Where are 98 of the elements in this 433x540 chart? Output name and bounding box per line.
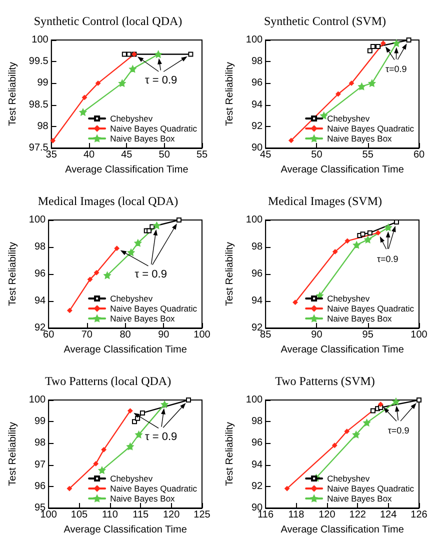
x-tick-label: 124	[380, 510, 398, 520]
x-tick-label: 80	[120, 330, 132, 340]
chart-title: Synthetic Control (local QDA)	[34, 14, 182, 28]
x-axis-title: Average Classification Time	[64, 524, 188, 536]
x-axis-title: Average Classification Time	[64, 344, 188, 356]
x-tick-label: 118	[288, 510, 305, 520]
legend-label: Chebyshev	[327, 294, 370, 304]
legend-label: Chebyshev	[110, 474, 154, 484]
y-tick-label: 98	[34, 242, 46, 252]
legend-label: Naive Bayes Quadratic	[327, 304, 415, 314]
annotation: τ=0.9	[376, 254, 398, 264]
x-tick-label: 125	[194, 510, 211, 520]
y-tick-label: 98	[251, 242, 264, 252]
y-tick-label: 100	[246, 214, 264, 226]
x-tick-label: 120	[318, 510, 336, 520]
chart-title: Medical Images (SVM)	[268, 194, 382, 208]
x-axis-title: Average Classification Time	[280, 344, 404, 356]
y-tick-label: 98	[251, 416, 264, 428]
chart-title: Two Patterns (local QDA)	[44, 374, 172, 388]
legend-label: Naive Bayes Quadratic	[110, 124, 198, 134]
legend-label: Chebyshev	[327, 474, 370, 484]
x-tick-label: 100	[410, 330, 428, 340]
legend-label: Chebyshev	[110, 114, 154, 124]
y-tick-label: 96	[251, 438, 264, 449]
legend-label: Naive Bayes Quadratic	[110, 304, 198, 314]
annotation: τ=0.9	[388, 425, 410, 436]
annotation: τ = 0.9	[144, 430, 178, 443]
y-tick-label: 100	[28, 394, 46, 406]
legend-label: Naive Bayes Box	[110, 494, 176, 504]
y-tick-label: 98	[251, 56, 264, 68]
y-tick-label: 96	[34, 480, 46, 492]
y-tick-label: 92	[251, 120, 264, 132]
x-tick-label: 70	[81, 330, 93, 340]
legend-label: Chebyshev	[327, 114, 370, 124]
y-tick-label: 100	[246, 394, 264, 406]
chart-title: Medical Images (local QDA)	[38, 194, 178, 208]
x-tick-label: 35	[46, 150, 58, 160]
x-tick-label: 120	[162, 510, 180, 520]
x-tick-label: 110	[102, 510, 118, 520]
x-tick-label: 90	[311, 330, 323, 340]
legend-label: Naive Bayes Quadratic	[327, 484, 415, 494]
y-tick-label: 92	[251, 480, 264, 492]
y-axis-title: Test Reliability	[8, 62, 18, 126]
y-tick-label: 100	[246, 34, 264, 46]
annotation: τ = 0.9	[144, 74, 178, 86]
y-axis-title: Test Reliability	[224, 422, 236, 486]
x-tick-label: 122	[349, 510, 366, 520]
x-tick-label: 60	[413, 150, 425, 160]
chart-title: Synthetic Control (SVM)	[264, 14, 386, 28]
x-tick-label: 60	[43, 330, 55, 340]
legend-label: Naive Bayes Box	[327, 134, 393, 144]
y-tick-label: 99	[37, 78, 49, 89]
y-tick-label: 94	[251, 459, 264, 470]
chart-title: Two Patterns (SVM)	[275, 374, 375, 388]
y-tick-label: 98.5	[28, 99, 49, 110]
x-tick-label: 95	[362, 330, 374, 340]
y-tick-label: 94	[34, 296, 46, 306]
y-tick-label: 96	[251, 268, 264, 280]
y-tick-label: 97	[34, 459, 46, 470]
y-tick-label: 94	[251, 296, 264, 306]
x-tick-label: 50	[158, 150, 170, 160]
legend-label: Naive Bayes Box	[110, 314, 176, 324]
x-tick-label: 55	[196, 150, 208, 160]
legend-label: Naive Bayes Quadratic	[327, 124, 415, 134]
y-tick-label: 99	[34, 416, 46, 428]
x-tick-label: 116	[258, 510, 274, 520]
x-axis-title: Average Classification Time	[280, 524, 404, 536]
y-axis-title: Test Reliability	[224, 62, 236, 126]
x-tick-label: 126	[410, 510, 428, 520]
x-tick-label: 85	[260, 330, 272, 340]
x-tick-label: 50	[311, 150, 323, 160]
annotation: τ = 0.9	[134, 268, 167, 280]
x-tick-label: 90	[158, 330, 170, 340]
y-tick-label: 100	[28, 214, 46, 226]
legend-label: Chebyshev	[110, 294, 154, 304]
x-tick-label: 40	[83, 150, 96, 160]
x-tick-label: 105	[70, 510, 88, 520]
legend-label: Naive Bayes Box	[110, 134, 176, 144]
x-tick-label: 55	[362, 150, 374, 160]
x-axis-title: Average Classification Time	[65, 164, 189, 176]
y-tick-label: 98	[34, 438, 46, 449]
y-tick-label: 96	[251, 78, 264, 89]
x-tick-label: 45	[121, 150, 133, 160]
y-tick-label: 94	[251, 99, 264, 110]
x-tick-label: 100	[194, 330, 211, 340]
y-tick-label: 99.5	[28, 56, 49, 68]
legend-label: Naive Bayes Box	[327, 314, 393, 324]
y-tick-label: 96	[34, 268, 46, 280]
y-axis-title: Test Reliability	[224, 242, 236, 306]
y-tick-label: 98	[37, 120, 49, 132]
x-axis-title: Average Classification Time	[280, 164, 404, 176]
x-tick-label: 115	[132, 510, 150, 520]
y-tick-label: 100	[32, 34, 49, 46]
legend-label: Naive Bayes Quadratic	[110, 484, 198, 494]
legend-label: Naive Bayes Box	[327, 494, 393, 504]
y-axis-title: Test Reliability	[8, 422, 18, 486]
annotation: τ=0.9	[385, 64, 407, 74]
y-axis-title: Test Reliability	[8, 242, 18, 306]
